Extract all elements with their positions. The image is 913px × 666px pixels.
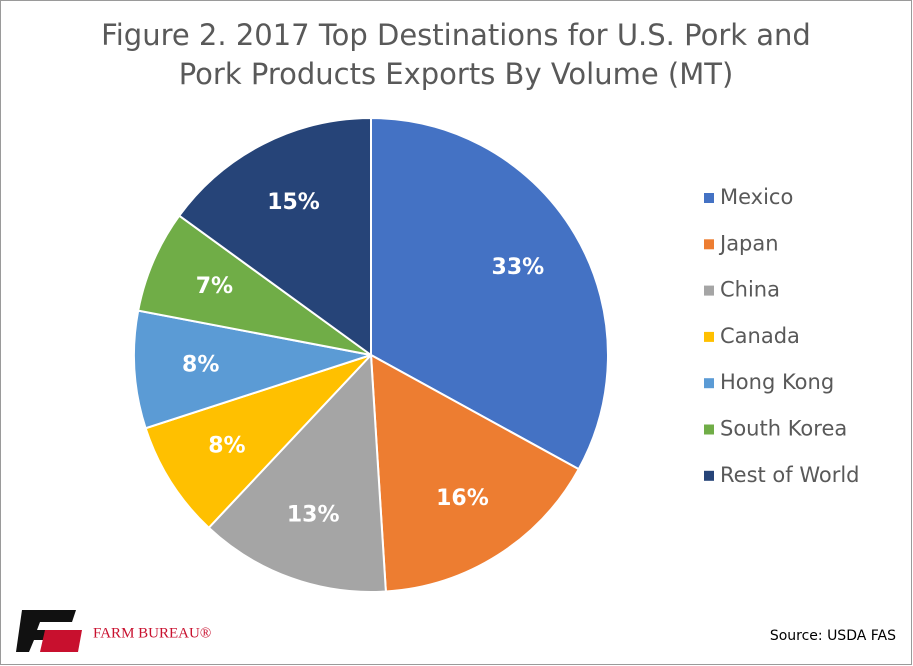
legend-label: China — [720, 278, 780, 302]
legend-label: Rest of World — [720, 463, 860, 487]
data-label: 16% — [436, 486, 489, 511]
data-label: 7% — [196, 274, 233, 299]
legend-swatch — [704, 378, 714, 389]
chart-title: Pork Products Exports By Volume (MT) — [179, 57, 734, 91]
source-note: Source: USDA FAS — [770, 628, 896, 644]
legend-label: Canada — [720, 324, 800, 348]
chart-title: Figure 2. 2017 Top Destinations for U.S.… — [101, 18, 811, 52]
data-label: 13% — [287, 503, 340, 528]
data-label: 33% — [492, 255, 545, 280]
logo-text: FARM BUREAU® — [93, 625, 211, 641]
legend-swatch — [704, 193, 714, 203]
pie-slice — [207, 352, 387, 593]
legend-swatch — [704, 285, 714, 296]
pie-slice — [370, 116, 609, 471]
legend-swatch — [704, 424, 714, 435]
pie-slice — [177, 116, 372, 357]
logo-mark — [16, 610, 82, 652]
pie-slice — [144, 354, 372, 530]
legend-swatch — [704, 331, 714, 342]
pie-slice — [133, 309, 372, 430]
legend-label: Mexico — [720, 185, 793, 209]
legend-label: Japan — [718, 231, 779, 255]
legend-label: Hong Kong — [720, 370, 834, 394]
data-label: 8% — [208, 433, 245, 458]
legend-swatch — [704, 239, 714, 250]
data-label: 8% — [182, 353, 219, 378]
legend-label: South Korea — [720, 417, 847, 441]
legend-swatch — [704, 470, 714, 481]
pie-slice — [369, 353, 581, 593]
pie-slice — [137, 214, 372, 356]
data-label: 15% — [267, 190, 320, 215]
